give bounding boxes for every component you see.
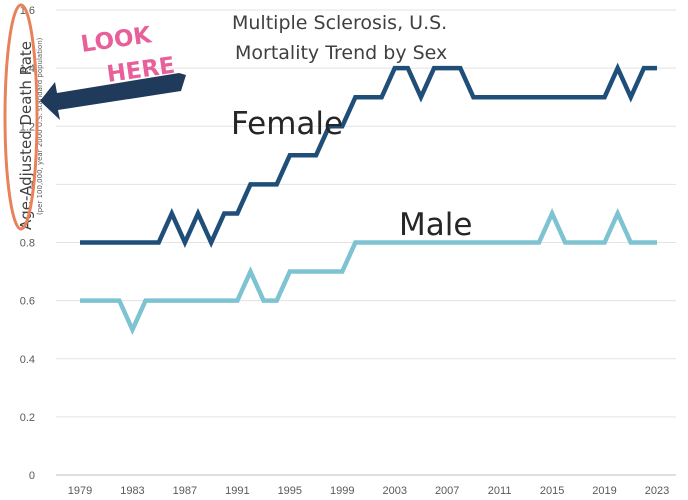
x-tick-label: 2007 (435, 485, 459, 497)
series-label-male: Male (399, 207, 472, 243)
x-tick-label: 2023 (645, 485, 669, 497)
x-tick-label: 2015 (540, 485, 564, 497)
x-tick-label: 2011 (488, 485, 512, 497)
x-tick-label: 1995 (278, 485, 302, 497)
series-label-female: Female (231, 106, 343, 142)
x-axis-ticks: 1979 1983 1987 1991 1995 1999 2003 2007 2011 2015… (68, 485, 669, 497)
series-line-male (80, 207, 657, 336)
y-tick-label: 1 (29, 179, 35, 191)
series-lines (80, 62, 657, 336)
y-tick-label: 1.2 (20, 121, 35, 133)
y-tick-label: 0.6 (20, 296, 35, 308)
y-tick-label: 0.8 (20, 238, 35, 250)
x-tick-label: 1983 (120, 485, 144, 497)
x-tick-label: 1987 (173, 485, 197, 497)
y-tick-label: 1.4 (20, 63, 35, 75)
x-tick-label: 2019 (592, 485, 616, 497)
chart-title-line-1: Multiple Sclerosis, U.S. (232, 12, 447, 34)
x-tick-label: 1991 (225, 485, 249, 497)
y-tick-label: 0.4 (20, 354, 35, 366)
y-axis-sublabel: (per 100,000, year 2000 U.S. standard po… (36, 37, 44, 215)
y-tick-label: 0 (29, 470, 35, 482)
chart-title-line-2: Mortality Trend by Sex (235, 42, 447, 64)
look-here-annotation-line-1: LOOK (79, 22, 154, 58)
series-line-female (80, 62, 657, 248)
arrow-icon (40, 73, 186, 120)
x-tick-label: 1979 (68, 485, 92, 497)
y-axis-label: Age-Adjusted Death Rate (17, 41, 35, 230)
x-tick-label: 2003 (382, 485, 406, 497)
x-tick-label: 1999 (330, 485, 354, 497)
highlight-circle (3, 3, 39, 231)
y-axis-ticks: 00.20.40.60.811.21.41.6 (20, 5, 35, 482)
y-tick-label: 0.2 (20, 412, 35, 424)
